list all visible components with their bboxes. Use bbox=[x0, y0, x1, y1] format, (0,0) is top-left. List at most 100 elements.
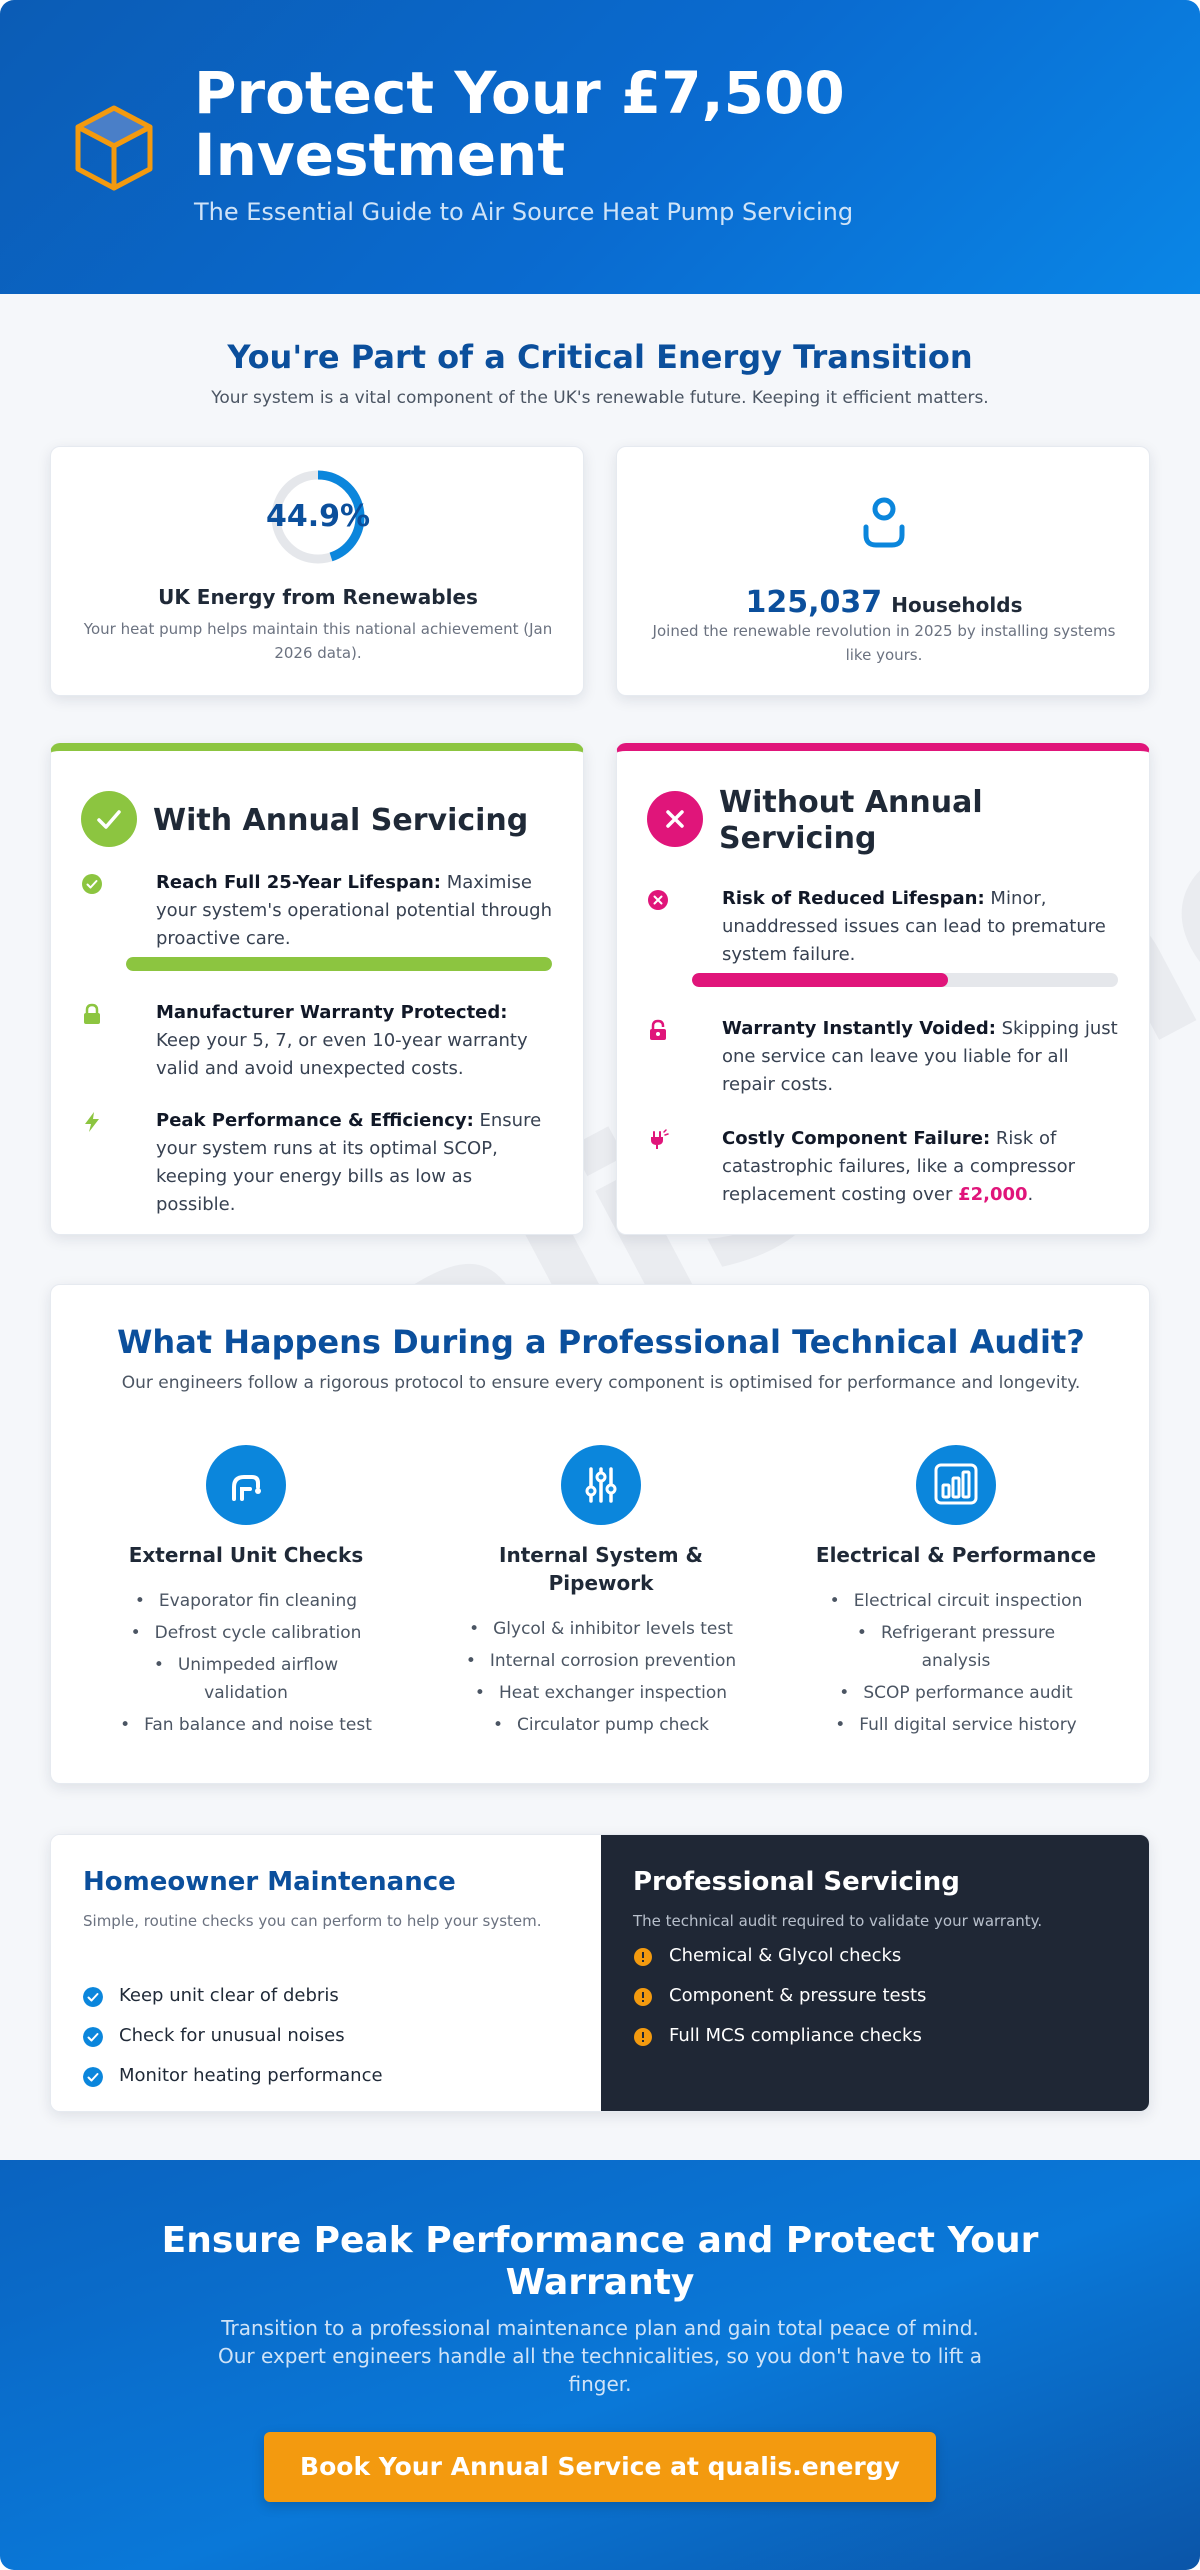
audit-title: What Happens During a Professional Techn… bbox=[117, 1323, 1085, 1361]
page-subtitle: The Essential Guide to Air Source Heat P… bbox=[194, 198, 854, 226]
homeowner-check-label: Keep unit clear of debris bbox=[119, 1985, 339, 2006]
list-item: Glycol & inhibitor levels test bbox=[431, 1615, 771, 1643]
unlock-icon bbox=[650, 1019, 666, 1040]
risk-body-tail: . bbox=[1027, 1184, 1034, 1205]
reduced-lifespan-progress-fill bbox=[692, 973, 948, 987]
x-badge-icon bbox=[647, 791, 703, 847]
professional-check-label: Chemical & Glycol checks bbox=[669, 1945, 902, 1966]
benefit-heading: Reach Full 25-Year Lifespan: bbox=[156, 872, 441, 893]
technical-audit-card: What Happens During a Professional Techn… bbox=[50, 1284, 1150, 1784]
audit-column-title: Internal System & Pipework bbox=[499, 1543, 703, 1595]
check-badge-icon bbox=[81, 791, 137, 847]
alert-circle-icon bbox=[634, 1988, 652, 2006]
professional-subtitle: The technical audit required to validate… bbox=[633, 1912, 1043, 1930]
professional-title: Professional Servicing bbox=[633, 1867, 960, 1897]
benefit-body: Keep your 5, 7, or even 10-year warranty… bbox=[156, 1030, 528, 1079]
section-subtitle: Your system is a vital component of the … bbox=[211, 388, 989, 408]
professional-check-item: Chemical & Glycol checks bbox=[633, 1943, 1113, 1971]
list-item: Evaporator fin cleaning bbox=[76, 1587, 416, 1615]
renewables-donut-chart bbox=[271, 470, 365, 564]
risk-body: Skipping just one service can leave you … bbox=[722, 1018, 1118, 1095]
cta-subtitle: Transition to a professional maintenance… bbox=[218, 2316, 982, 2396]
hero-header: Protect Your £7,500 Investment The Essen… bbox=[0, 0, 1200, 294]
benefit-text: Peak Performance & Efficiency: Ensure yo… bbox=[156, 1107, 556, 1219]
lifespan-progress-bar bbox=[126, 957, 552, 971]
list-item: Refrigerant pressure analysis bbox=[786, 1619, 1126, 1675]
professional-check-item: Full MCS compliance checks bbox=[633, 2023, 1113, 2051]
households-value: 125,037 bbox=[745, 585, 883, 620]
households-description: Joined the renewable revolution in 2025 … bbox=[652, 622, 1116, 664]
check-circle-icon bbox=[83, 2067, 103, 2087]
check-circle-icon bbox=[83, 1987, 103, 2007]
without-servicing-card: Without Annual Servicing Risk of Reduced… bbox=[616, 743, 1150, 1235]
professional-servicing-panel: Professional Servicing The technical aud… bbox=[601, 1835, 1149, 2111]
list-item: Internal corrosion prevention bbox=[431, 1647, 771, 1675]
call-to-action-section: Ensure Peak Performance and Protect Your… bbox=[0, 2160, 1200, 2570]
risk-text: Warranty Instantly Voided: Skipping just… bbox=[722, 1015, 1122, 1099]
bar-chart-icon bbox=[916, 1445, 996, 1525]
homeowner-check-item: Monitor heating performance bbox=[83, 2063, 563, 2091]
risk-heading: Risk of Reduced Lifespan: bbox=[722, 888, 985, 909]
risk-body: Risk of catastrophic failures, like a co… bbox=[722, 1128, 1076, 1205]
homeowner-maintenance-panel: Homeowner Maintenance Simple, routine ch… bbox=[51, 1835, 601, 2111]
benefit-body: Ensure your system runs at its optimal S… bbox=[156, 1110, 542, 1215]
risk-heading: Warranty Instantly Voided: bbox=[722, 1018, 996, 1039]
sliders-icon bbox=[561, 1445, 641, 1525]
audit-subtitle: Our engineers follow a rigorous protocol… bbox=[121, 1373, 1081, 1393]
lightning-icon bbox=[85, 1112, 99, 1132]
benefit-heading: Peak Performance & Efficiency: bbox=[156, 1110, 474, 1131]
reduced-lifespan-progress-bar bbox=[692, 973, 1118, 987]
audit-column-title: Electrical & Performance bbox=[815, 1543, 1097, 1567]
renewables-stat-card: 44.9% UK Energy from Renewables Your hea… bbox=[50, 446, 584, 696]
homeowner-check-item: Keep unit clear of debris bbox=[83, 1983, 563, 2011]
households-stat-card: 125,037 Households Joined the renewable … bbox=[616, 446, 1150, 696]
list-item: Circulator pump check bbox=[431, 1711, 771, 1739]
audit-checklist: Glycol & inhibitor levels test Internal … bbox=[431, 1615, 771, 1743]
professional-check-label: Full MCS compliance checks bbox=[669, 2025, 922, 2046]
audit-column-title: External Unit Checks bbox=[128, 1543, 364, 1567]
audit-checklist: Electrical circuit inspection Refrigeran… bbox=[786, 1587, 1126, 1743]
person-icon bbox=[863, 497, 905, 548]
check-circle-icon bbox=[83, 2027, 103, 2047]
professional-check-item: Component & pressure tests bbox=[633, 1983, 1113, 2011]
with-servicing-title: With Annual Servicing bbox=[153, 803, 529, 838]
list-item: Defrost cycle calibration bbox=[76, 1619, 416, 1647]
households-row: 125,037 Households bbox=[617, 585, 1151, 620]
page-title: Protect Your £7,500 Investment bbox=[194, 59, 845, 189]
renewables-value: 44.9% bbox=[265, 499, 371, 534]
benefit-body: Maximise your system's operational poten… bbox=[156, 872, 553, 949]
list-item: Unimpeded airflow validation bbox=[76, 1651, 416, 1707]
lock-icon bbox=[84, 1003, 100, 1024]
without-servicing-title: Without Annual Servicing bbox=[719, 785, 983, 856]
benefit-text: Manufacturer Warranty Protected: Keep yo… bbox=[156, 999, 556, 1083]
alert-circle-icon bbox=[634, 1948, 652, 1966]
list-item: Electrical circuit inspection bbox=[786, 1587, 1126, 1615]
renewables-description: Your heat pump helps maintain this natio… bbox=[83, 620, 553, 662]
homeowner-check-label: Monitor heating performance bbox=[119, 2065, 383, 2086]
homeowner-check-label: Check for unusual noises bbox=[119, 2025, 345, 2046]
list-item: Full digital service history bbox=[786, 1711, 1126, 1739]
x-circle-icon bbox=[648, 890, 668, 910]
risk-text: Costly Component Failure: Risk of catast… bbox=[722, 1125, 1122, 1209]
wrench-icon bbox=[206, 1445, 286, 1525]
benefit-heading: Manufacturer Warranty Protected: bbox=[156, 1002, 508, 1023]
cost-highlight: £2,000 bbox=[958, 1184, 1028, 1205]
homeowner-check-item: Check for unusual noises bbox=[83, 2023, 563, 2051]
audit-checklist: Evaporator fin cleaning Defrost cycle ca… bbox=[76, 1587, 416, 1743]
cta-title: Ensure Peak Performance and Protect Your… bbox=[161, 2220, 1039, 2303]
homeowner-title: Homeowner Maintenance bbox=[83, 1867, 456, 1897]
maintenance-comparison-card: Homeowner Maintenance Simple, routine ch… bbox=[50, 1834, 1150, 2112]
benefit-text: Reach Full 25-Year Lifespan: Maximise yo… bbox=[156, 869, 556, 953]
book-service-button[interactable]: Book Your Annual Service at qualis.energ… bbox=[264, 2432, 936, 2502]
renewables-label: UK Energy from Renewables bbox=[158, 585, 478, 609]
renewables-donut-arc bbox=[271, 470, 365, 564]
risk-text: Risk of Reduced Lifespan: Minor, unaddre… bbox=[722, 885, 1122, 969]
section-title: You're Part of a Critical Energy Transit… bbox=[227, 338, 973, 376]
box-icon bbox=[75, 105, 153, 191]
list-item: Fan balance and noise test bbox=[76, 1711, 416, 1739]
alert-circle-icon bbox=[634, 2028, 652, 2046]
risk-heading: Costly Component Failure: bbox=[722, 1128, 991, 1149]
professional-check-label: Component & pressure tests bbox=[669, 1985, 927, 2006]
list-item: SCOP performance audit bbox=[786, 1679, 1126, 1707]
